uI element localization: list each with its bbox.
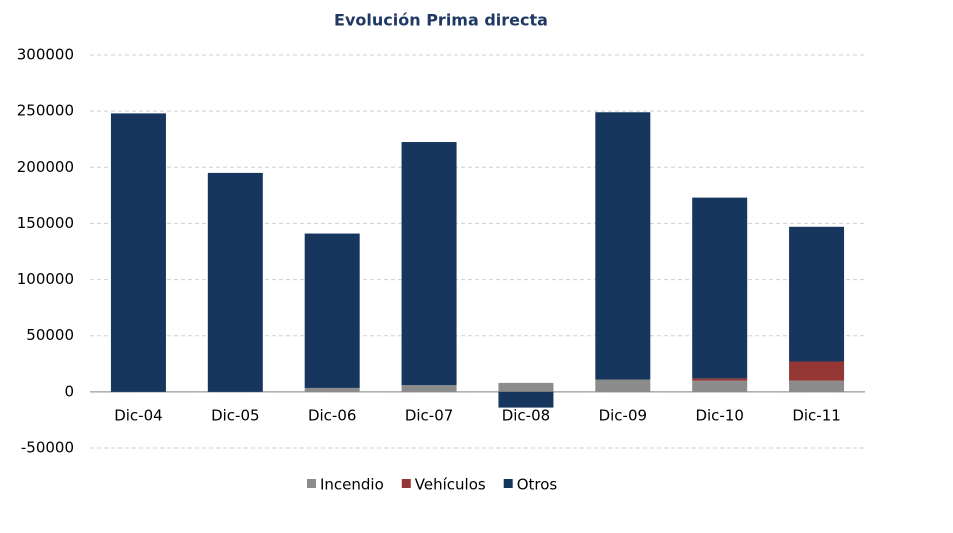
bar-segment: [595, 112, 651, 380]
bar-segment: [692, 380, 748, 392]
x-tick-label: Dic-07: [405, 407, 453, 425]
bar-segment: [498, 391, 554, 408]
x-tick-label: Dic-10: [695, 407, 743, 425]
y-tick-label: 100000: [17, 270, 74, 288]
bar-segment: [304, 233, 360, 388]
x-tick-label: Dic-04: [114, 407, 162, 425]
y-tick-label: 0: [64, 382, 74, 400]
y-tick-label: 250000: [17, 102, 74, 120]
bar-segment: [595, 379, 651, 392]
x-tick-label: Dic-06: [308, 407, 356, 425]
bar-segment: [401, 385, 457, 392]
bar-segment: [401, 142, 457, 386]
bar-segment: [789, 361, 845, 381]
x-tick-label: Dic-09: [599, 407, 647, 425]
y-tick-label: 300000: [17, 46, 74, 64]
bar-segment: [498, 382, 554, 392]
y-tick-label: 50000: [26, 326, 74, 344]
legend-swatch: [503, 479, 513, 488]
x-tick-label: Dic-05: [211, 407, 259, 425]
legend-label: Otros: [517, 476, 558, 494]
bar-segment: [692, 378, 748, 381]
legend-label: Vehículos: [415, 476, 486, 494]
x-tick-label: Dic-11: [792, 407, 840, 425]
y-tick-label: 150000: [17, 214, 74, 232]
bar-segment: [789, 380, 845, 392]
bar-segment: [692, 197, 748, 379]
x-tick-label: Dic-08: [502, 407, 550, 425]
legend-swatch: [307, 479, 316, 488]
bar-segment: [207, 172, 263, 392]
bar-segment: [304, 387, 360, 392]
legend-swatch: [401, 479, 411, 488]
y-tick-label: -50000: [21, 439, 74, 457]
chart-title: Evolución Prima directa: [334, 11, 548, 30]
legend-label: Incendio: [320, 476, 384, 494]
y-tick-label: 200000: [17, 158, 74, 176]
bar-segment: [789, 226, 845, 362]
bar-segment: [110, 113, 166, 392]
